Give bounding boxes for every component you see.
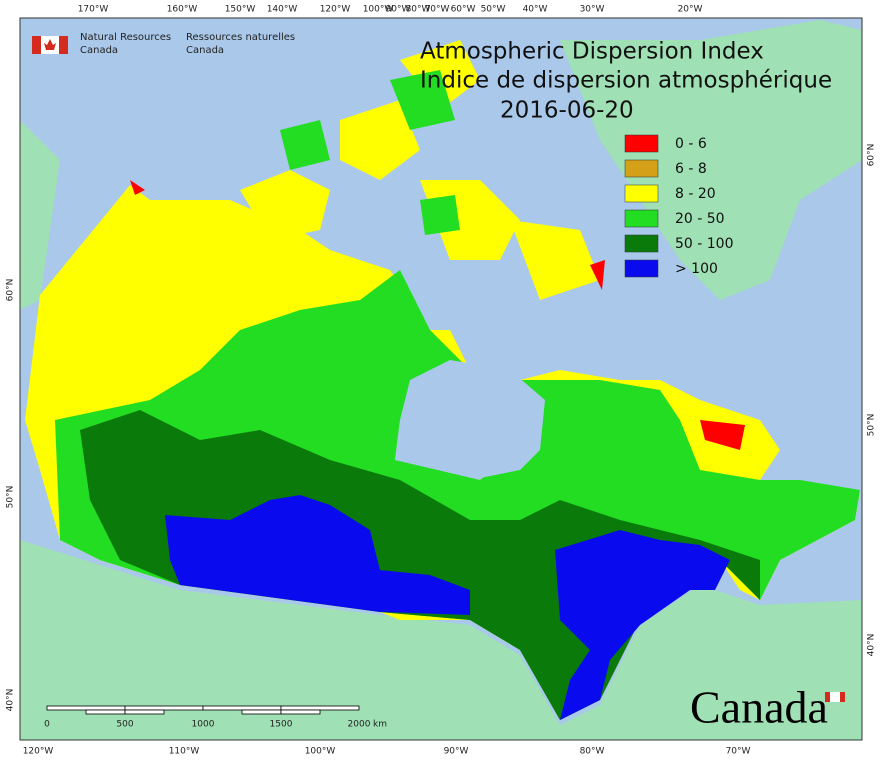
title: Atmospheric Dispersion Index (420, 39, 764, 65)
lon-label: 30°W (580, 5, 605, 15)
lon-label: 90°W (444, 747, 469, 757)
scale-segment (124, 709, 165, 715)
agency-fr: Ressources naturelles (186, 32, 295, 43)
legend-swatch (624, 184, 659, 203)
lon-label: 50°W (481, 5, 506, 15)
title: Indice de dispersion atmosphérique (420, 68, 832, 94)
canada-wordmark: Canada (690, 682, 845, 733)
legend-label: 20 - 50 (675, 211, 725, 227)
agency-en: Canada (80, 45, 118, 56)
lon-label: 110°W (169, 747, 200, 757)
lat-label: 60°N (867, 144, 877, 167)
scale-label: 2000 (348, 720, 371, 730)
lon-label: 100°W (305, 747, 336, 757)
lon-label: 20°W (678, 5, 703, 15)
lon-label: 90°W (386, 5, 411, 15)
lon-label: 160°W (167, 5, 198, 15)
lon-label: 100°W (363, 5, 394, 15)
greenland (560, 20, 862, 300)
lon-label: 80°W (580, 747, 605, 757)
scale-label: 500 (116, 720, 133, 730)
scale-segment (280, 709, 321, 715)
flag-left (32, 36, 41, 54)
nrcan-logo: Natural Resources Canada Ressources natu… (32, 32, 295, 56)
wordmark: Canada (690, 682, 828, 733)
lat-label: 50°N (867, 414, 877, 437)
hudson-bay (395, 360, 545, 478)
lat-label: 50°N (6, 486, 16, 509)
lat-label: 60°N (6, 279, 16, 302)
scale-segment (46, 705, 126, 711)
arctic-green (280, 70, 460, 235)
lon-label: 80°W (406, 5, 431, 15)
maple-leaf (44, 39, 56, 50)
lon-label: 150°W (225, 5, 256, 15)
lon-label: 120°W (320, 5, 351, 15)
legend-label: 6 - 8 (675, 161, 707, 177)
legend-swatch (624, 209, 659, 228)
legend-swatch (624, 159, 659, 178)
zone-green (55, 270, 860, 720)
lon-label: 120°W (23, 747, 54, 757)
wordmark-flag (830, 692, 840, 702)
scale-bar: 0 500 1000 1500 2000 km (44, 705, 387, 730)
lon-label: 60°W (451, 5, 476, 15)
map-frame (19, 17, 863, 741)
legend-swatch (624, 259, 659, 278)
lon-label: 170°W (78, 5, 109, 15)
scale-label: 1000 (192, 720, 215, 730)
legend-label: 0 - 6 (675, 136, 707, 152)
usa (20, 540, 862, 740)
date: 2016-06-20 (500, 98, 634, 124)
lon-label: 70°W (726, 747, 751, 757)
lat-label: 40°N (6, 689, 16, 712)
zone-blue-east (555, 530, 730, 720)
flag-right (59, 36, 68, 54)
legend-label: > 100 (675, 261, 718, 277)
lon-label: 70°W (425, 5, 450, 15)
scale-segment (202, 705, 282, 711)
legend: 0 - 6 6 - 8 8 - 20 20 - 50 50 - 100 > 100 (624, 134, 734, 278)
legend-label: 50 - 100 (675, 236, 734, 252)
lat-label: 40°N (867, 634, 877, 657)
scale-label: 1500 (270, 720, 293, 730)
alaska (20, 120, 60, 310)
agency-en: Natural Resources (80, 32, 171, 43)
scale-segment (124, 705, 204, 711)
legend-swatch (624, 234, 659, 253)
map-body (19, 17, 863, 741)
scale-label: 0 (44, 720, 50, 730)
lon-label: 140°W (267, 5, 298, 15)
lon-label: 40°W (523, 5, 548, 15)
graticule-labels: 170°W 160°W 150°W 140°W 120°W 100°W90°W80°W70… (6, 5, 877, 757)
zone-blue-west (165, 495, 470, 615)
wordmark-flag (840, 692, 845, 702)
legend-swatch (624, 134, 659, 153)
scale-segment (241, 709, 282, 715)
arctic-islands (240, 40, 600, 300)
scale-unit: km (373, 720, 387, 730)
scale-segment (85, 709, 126, 715)
wordmark-flag (825, 692, 830, 702)
scale-segment (280, 705, 360, 711)
legend-label: 8 - 20 (675, 186, 716, 202)
agency-fr: Canada (186, 45, 224, 56)
